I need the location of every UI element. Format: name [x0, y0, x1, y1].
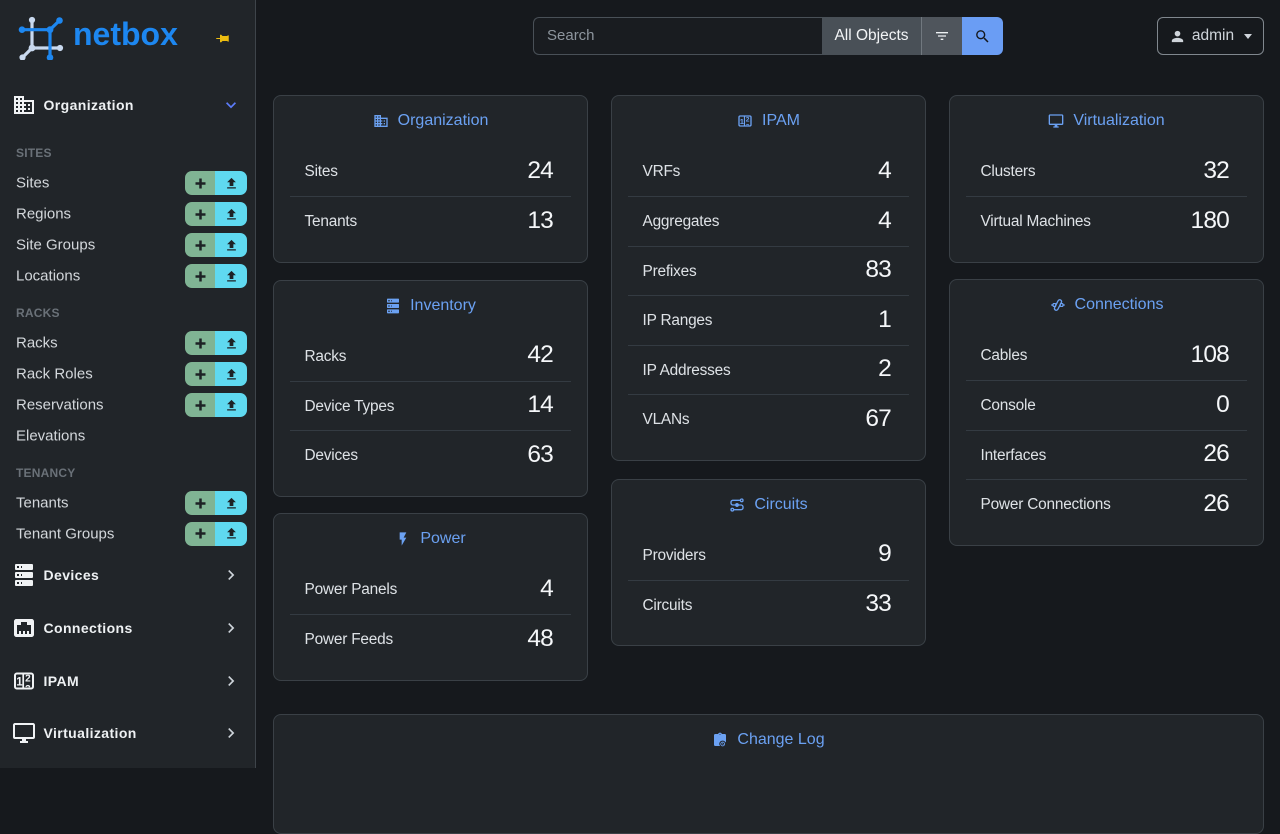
svg-text:2: 2 — [746, 117, 750, 124]
svg-text:1: 1 — [740, 117, 745, 126]
svg-text:2: 2 — [25, 673, 31, 684]
svg-text:3: 3 — [25, 684, 31, 693]
svg-text:1: 1 — [16, 676, 23, 688]
svg-text:3: 3 — [746, 124, 750, 130]
